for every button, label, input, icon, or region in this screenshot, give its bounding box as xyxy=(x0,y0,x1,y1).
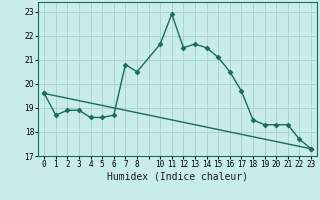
X-axis label: Humidex (Indice chaleur): Humidex (Indice chaleur) xyxy=(107,172,248,182)
